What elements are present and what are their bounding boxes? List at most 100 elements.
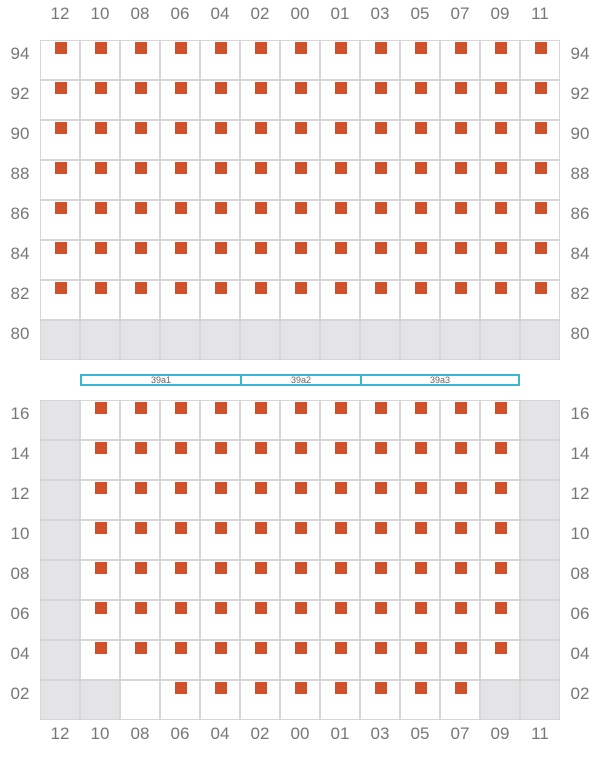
slot-occupied[interactable] <box>200 480 240 520</box>
slot-occupied[interactable] <box>480 600 520 640</box>
slot-occupied[interactable] <box>280 240 320 280</box>
slot-occupied[interactable] <box>200 680 240 720</box>
slot-occupied[interactable] <box>80 520 120 560</box>
slot-occupied[interactable] <box>320 520 360 560</box>
slot-occupied[interactable] <box>400 200 440 240</box>
slot-occupied[interactable] <box>280 680 320 720</box>
slot-occupied[interactable] <box>200 160 240 200</box>
slot-occupied[interactable] <box>440 240 480 280</box>
slot-occupied[interactable] <box>480 240 520 280</box>
slot-occupied[interactable] <box>280 400 320 440</box>
slot-occupied[interactable] <box>40 80 80 120</box>
slot-occupied[interactable] <box>160 600 200 640</box>
slot-occupied[interactable] <box>120 480 160 520</box>
slot-occupied[interactable] <box>360 600 400 640</box>
slot-occupied[interactable] <box>440 200 480 240</box>
slot-occupied[interactable] <box>480 120 520 160</box>
slot-occupied[interactable] <box>520 40 560 80</box>
slot-occupied[interactable] <box>280 480 320 520</box>
slot-occupied[interactable] <box>240 520 280 560</box>
slot-occupied[interactable] <box>200 280 240 320</box>
slot-occupied[interactable] <box>320 40 360 80</box>
slot-occupied[interactable] <box>440 280 480 320</box>
slot-occupied[interactable] <box>280 160 320 200</box>
slot-occupied[interactable] <box>80 160 120 200</box>
slot-occupied[interactable] <box>480 400 520 440</box>
slot-occupied[interactable] <box>200 400 240 440</box>
slot-occupied[interactable] <box>200 600 240 640</box>
zone-segment[interactable]: 39a3 <box>360 374 520 386</box>
slot-occupied[interactable] <box>80 40 120 80</box>
slot-occupied[interactable] <box>240 240 280 280</box>
slot-occupied[interactable] <box>80 480 120 520</box>
slot-occupied[interactable] <box>520 160 560 200</box>
slot-occupied[interactable] <box>280 440 320 480</box>
slot-occupied[interactable] <box>240 440 280 480</box>
slot-occupied[interactable] <box>440 640 480 680</box>
slot-occupied[interactable] <box>520 200 560 240</box>
slot-occupied[interactable] <box>480 520 520 560</box>
slot-occupied[interactable] <box>40 280 80 320</box>
slot-occupied[interactable] <box>320 560 360 600</box>
slot-occupied[interactable] <box>240 120 280 160</box>
slot-occupied[interactable] <box>320 240 360 280</box>
slot-occupied[interactable] <box>360 280 400 320</box>
slot-occupied[interactable] <box>400 400 440 440</box>
slot-occupied[interactable] <box>520 240 560 280</box>
slot-occupied[interactable] <box>480 200 520 240</box>
slot-occupied[interactable] <box>320 200 360 240</box>
slot-occupied[interactable] <box>280 40 320 80</box>
slot-occupied[interactable] <box>440 480 480 520</box>
slot-occupied[interactable] <box>400 680 440 720</box>
slot-occupied[interactable] <box>320 400 360 440</box>
slot-occupied[interactable] <box>320 600 360 640</box>
slot-occupied[interactable] <box>480 40 520 80</box>
slot-occupied[interactable] <box>440 680 480 720</box>
slot-occupied[interactable] <box>80 240 120 280</box>
slot-occupied[interactable] <box>280 120 320 160</box>
slot-occupied[interactable] <box>160 680 200 720</box>
slot-occupied[interactable] <box>40 120 80 160</box>
slot-occupied[interactable] <box>520 80 560 120</box>
slot-occupied[interactable] <box>360 80 400 120</box>
slot-occupied[interactable] <box>200 240 240 280</box>
slot-occupied[interactable] <box>240 200 280 240</box>
slot-occupied[interactable] <box>160 480 200 520</box>
slot-occupied[interactable] <box>360 440 400 480</box>
slot-occupied[interactable] <box>320 280 360 320</box>
slot-occupied[interactable] <box>360 240 400 280</box>
slot-occupied[interactable] <box>80 200 120 240</box>
slot-occupied[interactable] <box>280 200 320 240</box>
slot-occupied[interactable] <box>360 560 400 600</box>
slot-occupied[interactable] <box>360 520 400 560</box>
slot-occupied[interactable] <box>440 120 480 160</box>
slot-occupied[interactable] <box>200 520 240 560</box>
slot-empty[interactable] <box>120 680 160 720</box>
slot-occupied[interactable] <box>440 440 480 480</box>
slot-occupied[interactable] <box>120 600 160 640</box>
slot-occupied[interactable] <box>480 480 520 520</box>
slot-occupied[interactable] <box>320 80 360 120</box>
slot-occupied[interactable] <box>440 520 480 560</box>
slot-occupied[interactable] <box>440 40 480 80</box>
slot-occupied[interactable] <box>160 440 200 480</box>
slot-occupied[interactable] <box>240 40 280 80</box>
slot-occupied[interactable] <box>280 640 320 680</box>
slot-occupied[interactable] <box>440 400 480 440</box>
slot-occupied[interactable] <box>240 80 280 120</box>
slot-occupied[interactable] <box>320 160 360 200</box>
slot-occupied[interactable] <box>440 560 480 600</box>
slot-occupied[interactable] <box>40 240 80 280</box>
slot-occupied[interactable] <box>360 640 400 680</box>
slot-occupied[interactable] <box>320 680 360 720</box>
slot-occupied[interactable] <box>480 80 520 120</box>
slot-occupied[interactable] <box>400 40 440 80</box>
slot-occupied[interactable] <box>280 600 320 640</box>
slot-occupied[interactable] <box>40 160 80 200</box>
slot-occupied[interactable] <box>240 680 280 720</box>
slot-occupied[interactable] <box>320 120 360 160</box>
slot-occupied[interactable] <box>400 560 440 600</box>
zone-segment[interactable]: 39a2 <box>240 374 360 386</box>
slot-occupied[interactable] <box>160 120 200 160</box>
slot-occupied[interactable] <box>120 520 160 560</box>
